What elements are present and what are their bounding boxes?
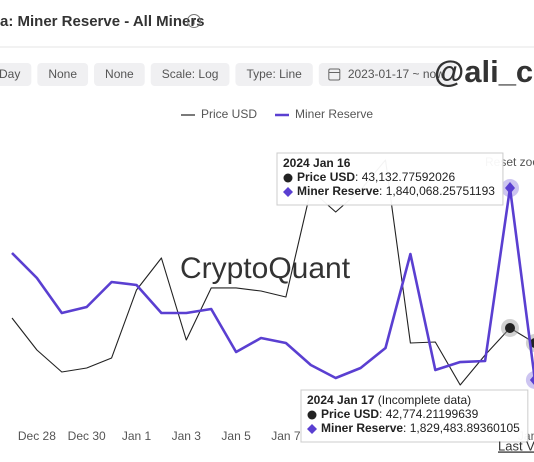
chart-title: a: Miner Reserve - All Miners (0, 13, 205, 30)
brand-watermark: CryptoQuant (180, 252, 351, 285)
button-bg (318, 63, 456, 86)
toolbar-button[interactable]: Scale: Log (150, 63, 230, 86)
tooltip-symbol (283, 187, 293, 197)
legend-label: Price USD (201, 107, 257, 121)
toolbar-label: None (105, 67, 134, 81)
tooltip: 2024 Jan 17 (Incomplete data)Price USD: … (300, 389, 529, 443)
tooltip-date: 2024 Jan 17 (307, 393, 375, 407)
tooltip-title: 2024 Jan 17 (Incomplete data) (307, 393, 471, 407)
tooltip-date: 2024 Jan 16 (283, 156, 351, 170)
x-tick-label: Jan 1 (122, 429, 152, 443)
tooltip-title: 2024 Jan 16 (283, 156, 351, 170)
tooltip-line: Price USD: 43,132.77592026 (297, 170, 455, 184)
watermark: @ali_c (434, 54, 533, 89)
toolbar: Day None None Scale: Log Type: Line 2023-01-1… (0, 63, 456, 86)
toolbar-label: Day (0, 67, 20, 81)
tooltip-symbol (283, 173, 293, 183)
tooltip-value: 1,840,068.25751193 (386, 184, 496, 198)
button-bg (235, 63, 313, 86)
tooltip-line: Miner Reserve: 1,829,483.89360105 (321, 421, 520, 435)
x-tick-label: Jan 3 (172, 429, 202, 443)
toolbar-label: Type: Line (246, 67, 302, 81)
hover-point (529, 375, 534, 385)
toolbar-label: 2023-01-17 ~ now (348, 67, 445, 81)
tooltip-value: 1,829,483.89360105 (410, 421, 520, 435)
x-tick-label: Dec 28 (18, 429, 56, 443)
toolbar-button[interactable]: None (37, 63, 89, 86)
tooltip-symbol (307, 424, 317, 434)
legend-label: Miner Reserve (295, 107, 373, 121)
tooltip-note: (Incomplete data) (378, 393, 471, 407)
series-line (11, 186, 534, 381)
tooltip-symbol (307, 410, 317, 420)
x-tick-label: Dec 30 (68, 429, 106, 443)
x-tick-label: Jan 5 (221, 429, 251, 443)
hover-point (505, 182, 515, 195)
calendar-icon (328, 68, 341, 81)
hover-point (505, 322, 515, 333)
toolbar-button[interactable]: 2023-01-17 ~ now (318, 63, 456, 86)
tooltip-value: 43,132.77592026 (362, 170, 456, 184)
tooltip-bg (276, 152, 504, 206)
x-tick-label: Jan 7 (271, 429, 301, 443)
button-bg (37, 63, 89, 86)
button-bg (150, 63, 230, 86)
tooltip-line: Price USD: 42,774.21199639 (321, 407, 479, 421)
tooltip-label: Miner Reserve (321, 421, 403, 435)
toolbar-label: None (48, 67, 77, 81)
toolbar-button[interactable]: None (94, 63, 145, 86)
tooltip-label: Price USD (321, 407, 379, 421)
tooltip-label: Miner Reserve (297, 184, 379, 198)
tooltip-label: Price USD (297, 170, 355, 184)
toolbar-button[interactable]: Day (0, 63, 32, 86)
last-value[interactable]: Last Value (498, 438, 534, 453)
legend: Price USD Miner Reserve (181, 107, 373, 121)
series-line (11, 159, 534, 386)
tooltip-bg (300, 389, 529, 443)
tooltip-line: Miner Reserve: 1,840,068.25751193 (297, 184, 495, 198)
button-bg (0, 63, 32, 86)
tooltip-value: 42,774.21199639 (386, 407, 479, 421)
info-icon[interactable] (187, 14, 201, 28)
button-bg (94, 63, 145, 86)
info-icon-glyph: i (193, 16, 195, 26)
toolbar-button[interactable]: Type: Line (235, 63, 313, 86)
toolbar-label: Scale: Log (162, 67, 219, 81)
